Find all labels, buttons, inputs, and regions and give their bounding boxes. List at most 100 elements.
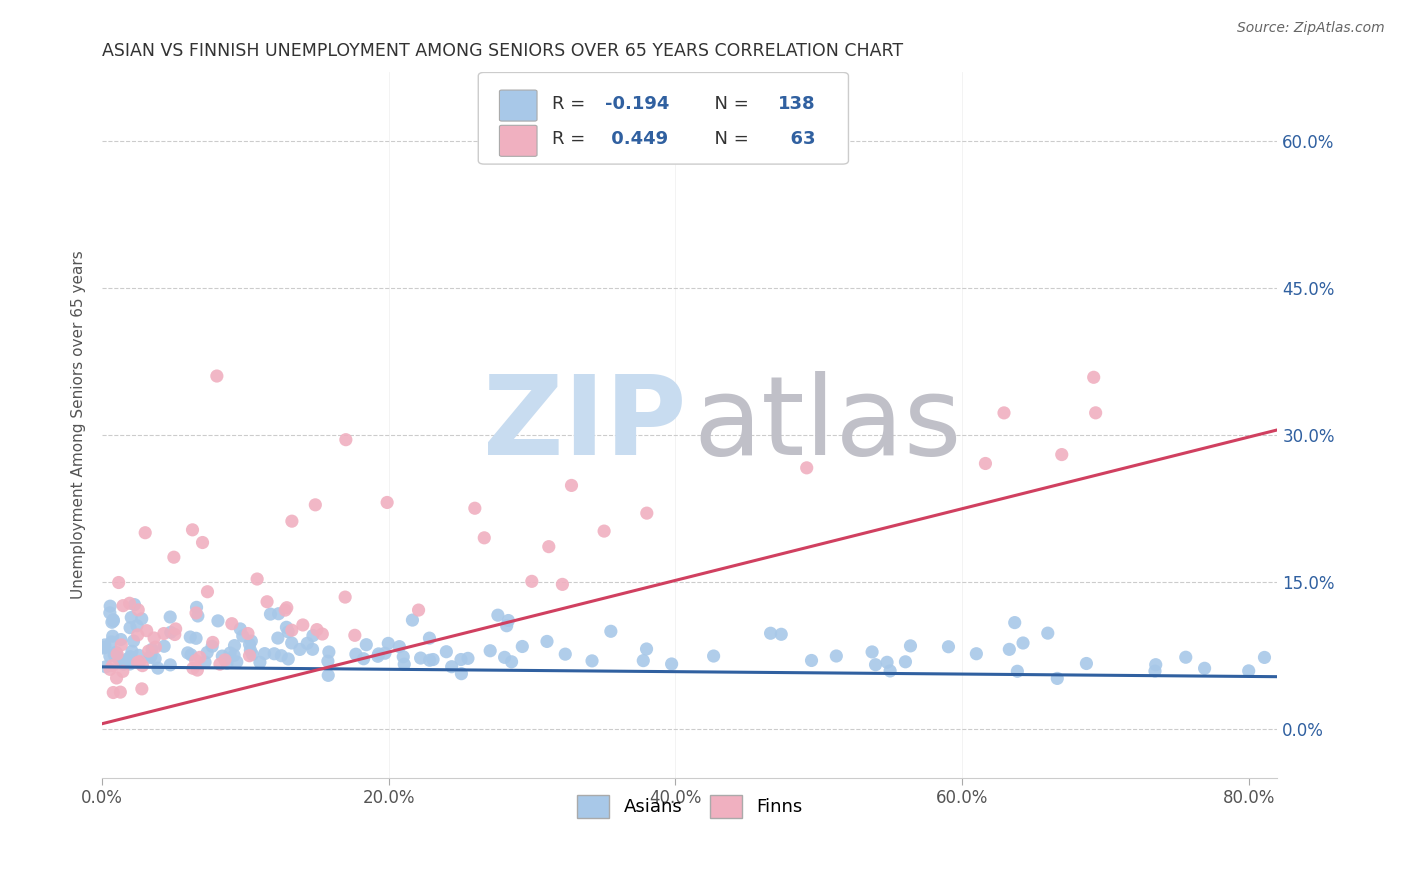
Point <box>1144 657 1167 672</box>
Point <box>800 653 823 667</box>
Point <box>356 638 378 652</box>
Point <box>900 639 922 653</box>
Point <box>551 577 574 591</box>
Point <box>703 648 725 663</box>
Point <box>191 535 214 549</box>
Point <box>759 626 782 640</box>
Point <box>236 626 259 640</box>
Point <box>280 636 302 650</box>
FancyBboxPatch shape <box>499 90 537 121</box>
Text: ASIAN VS FINNISH UNEMPLOYMENT AMONG SENIORS OVER 65 YEARS CORRELATION CHART: ASIAN VS FINNISH UNEMPLOYMENT AMONG SENI… <box>103 42 903 60</box>
Point <box>120 610 142 624</box>
Point <box>101 629 124 643</box>
Point <box>112 657 135 671</box>
Point <box>101 658 124 673</box>
Point <box>1050 448 1073 462</box>
Text: 63: 63 <box>778 130 815 148</box>
Point <box>599 624 621 639</box>
Point <box>94 640 117 655</box>
Point <box>107 575 129 590</box>
Point <box>138 644 160 658</box>
Point <box>600 116 623 130</box>
Point <box>304 498 326 512</box>
Point <box>205 369 228 384</box>
Point <box>127 603 149 617</box>
Point <box>374 646 396 660</box>
Point <box>186 663 208 677</box>
Point <box>98 649 121 664</box>
Point <box>450 666 472 681</box>
Point <box>215 656 238 670</box>
Text: Source: ZipAtlas.com: Source: ZipAtlas.com <box>1237 21 1385 35</box>
Point <box>225 655 247 669</box>
Point <box>263 647 285 661</box>
Point <box>180 648 202 662</box>
Point <box>103 648 125 662</box>
Point <box>305 623 328 637</box>
Point <box>998 642 1021 657</box>
Point <box>938 640 960 654</box>
Point <box>276 620 298 634</box>
Point <box>195 646 218 660</box>
Point <box>333 590 356 604</box>
Point <box>124 598 146 612</box>
Point <box>143 631 166 645</box>
Point <box>135 624 157 638</box>
Point <box>1012 636 1035 650</box>
Point <box>894 655 917 669</box>
Point <box>146 661 169 675</box>
Point <box>865 657 887 672</box>
Point <box>143 651 166 665</box>
Point <box>879 664 901 678</box>
Text: N =: N = <box>703 95 754 113</box>
Point <box>101 613 124 627</box>
Point <box>120 621 142 635</box>
Point <box>434 645 457 659</box>
Point <box>159 657 181 672</box>
Point <box>343 628 366 642</box>
Point <box>316 654 339 668</box>
Point <box>367 649 389 664</box>
Point <box>153 626 176 640</box>
Point <box>94 638 117 652</box>
Point <box>100 635 122 649</box>
Point <box>128 648 150 663</box>
FancyBboxPatch shape <box>499 125 537 156</box>
Point <box>165 622 187 636</box>
Point <box>131 681 153 696</box>
Point <box>498 614 520 628</box>
Point <box>181 523 204 537</box>
Point <box>110 632 132 647</box>
Point <box>187 609 209 624</box>
Point <box>335 433 357 447</box>
Point <box>375 495 398 509</box>
Point <box>274 603 297 617</box>
Point <box>125 619 148 633</box>
Point <box>1036 626 1059 640</box>
Point <box>876 655 898 669</box>
Point <box>409 651 432 665</box>
Point <box>1084 406 1107 420</box>
Point <box>494 650 516 665</box>
Point <box>267 607 290 621</box>
Point <box>177 646 200 660</box>
Point <box>457 651 479 665</box>
Text: atlas: atlas <box>693 371 962 478</box>
Point <box>110 685 132 699</box>
Point <box>661 657 683 671</box>
Point <box>422 652 444 666</box>
Point <box>974 457 997 471</box>
Point <box>281 514 304 528</box>
Point <box>1194 661 1216 675</box>
Point <box>184 654 207 668</box>
Point <box>1143 664 1166 678</box>
Point <box>201 635 224 649</box>
Point <box>197 584 219 599</box>
Point <box>184 632 207 646</box>
Point <box>112 599 135 613</box>
Point <box>581 654 603 668</box>
Point <box>222 648 245 663</box>
Point <box>118 657 141 671</box>
Point <box>1253 650 1275 665</box>
Point <box>240 634 263 648</box>
